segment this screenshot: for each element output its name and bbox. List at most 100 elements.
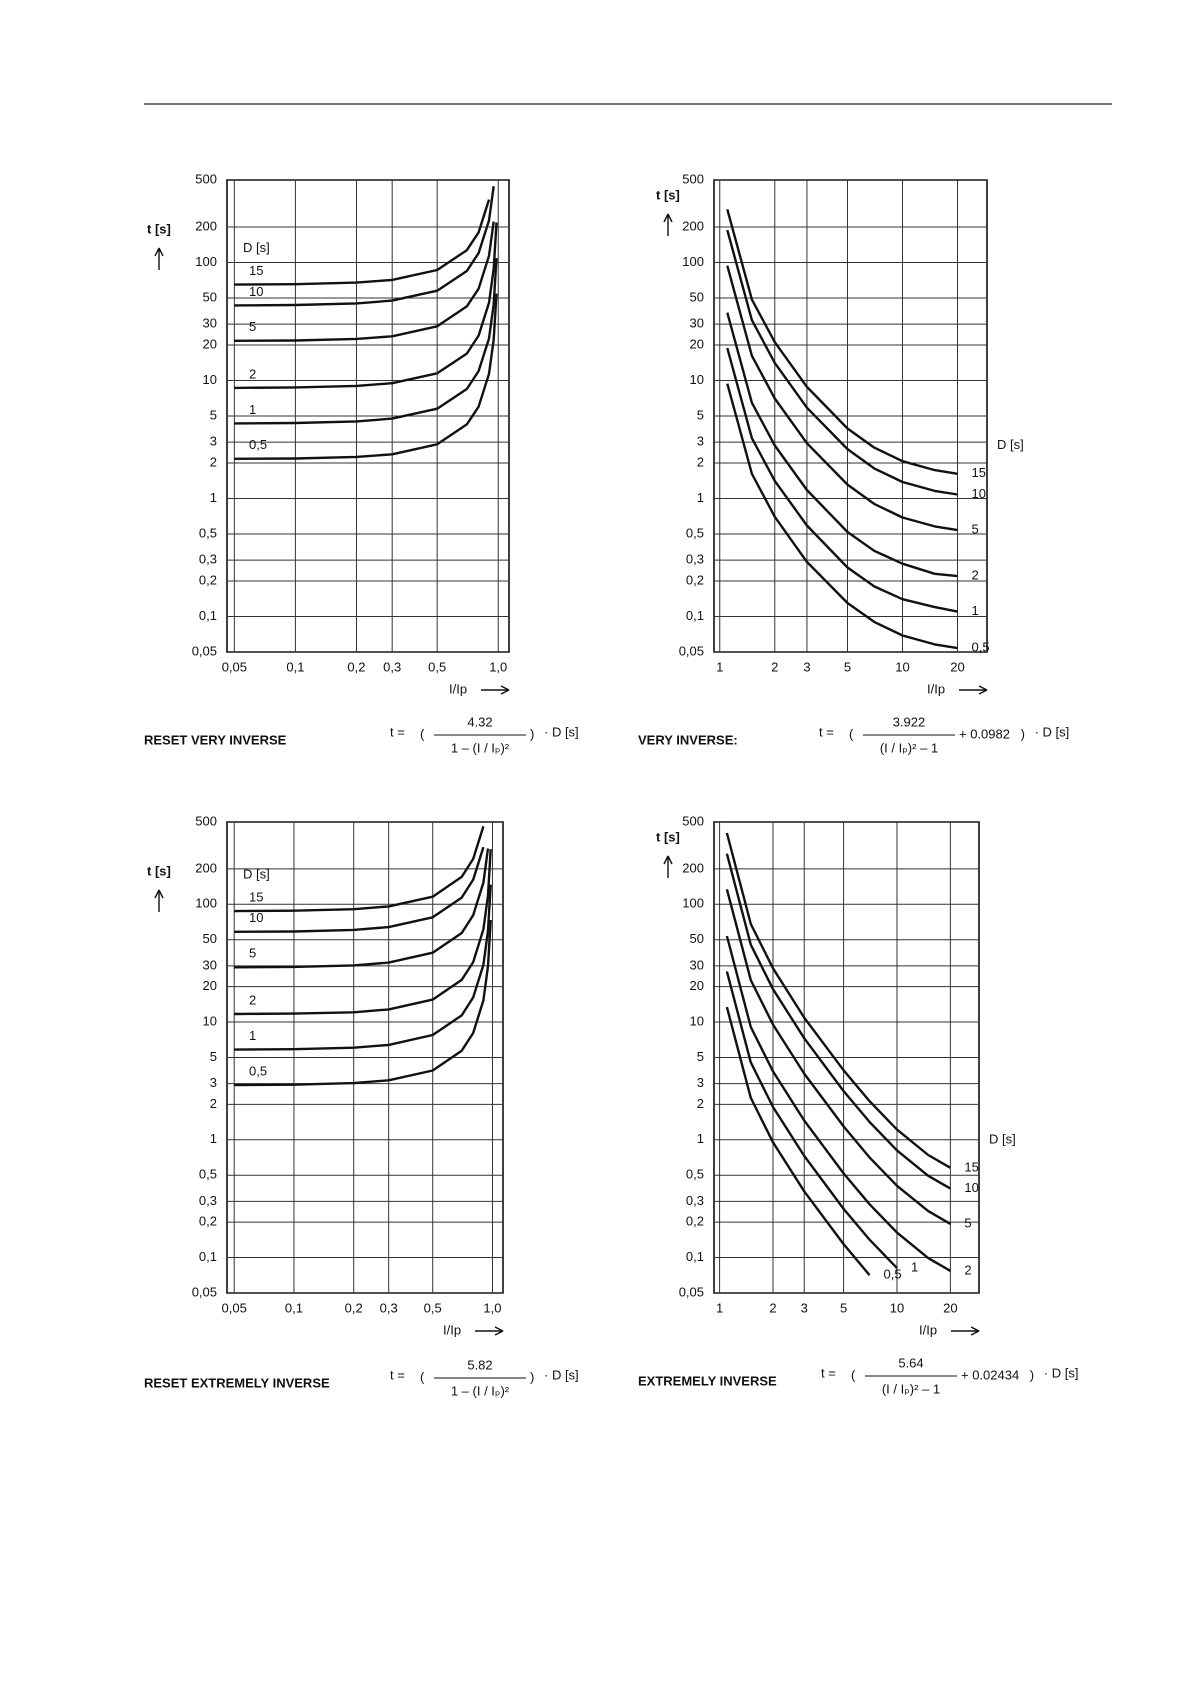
axis-arrow [475,1326,504,1336]
formula-denominator: 1 – (I / Iₚ)² [451,740,510,755]
y-tick-label: 100 [195,254,217,269]
y-tick-label: 0,1 [199,1249,217,1264]
legend-label: 1 [972,603,979,618]
formula-numerator: 4.32 [467,714,492,729]
y-tick-label: 500 [195,171,217,186]
y-tick-label: 0,1 [686,608,704,623]
legend-label: 5 [249,319,256,334]
y-tick-label: 200 [195,218,217,233]
curve [726,229,958,496]
caption: RESET EXTREMELY INVERSE [144,1375,330,1390]
y-tick-label: 500 [195,813,217,828]
x-tick-label: 0,3 [383,659,401,674]
legend-label: 10 [964,1180,978,1195]
y-tick-label: 30 [203,316,217,331]
legend-label: 15 [964,1159,978,1174]
formula-lhs: t = [821,1365,836,1380]
legend-label: 1 [249,1028,256,1043]
y-tick-label: 1 [697,1131,704,1146]
y-axis-label: t [s] [656,829,680,844]
axis-arrow [481,685,510,695]
y-tick-label: 5 [697,407,704,422]
caption: RESET VERY INVERSE [144,732,287,747]
legend-label: 10 [972,486,986,501]
y-tick-label: 1 [210,490,217,505]
y-tick-label: 0,5 [686,1167,704,1182]
x-tick-label: 0,5 [424,1300,442,1315]
curve [725,1006,871,1276]
curve [726,208,958,475]
x-axis-label: I/Ip [443,1322,461,1337]
y-tick-label: 2 [697,454,704,469]
x-tick-label: 0,1 [285,1300,303,1315]
y-tick-label: 50 [203,931,217,946]
formula-paren: ( [420,1369,425,1384]
y-tick-label: 0,5 [199,1167,217,1182]
y-tick-label: 0,05 [192,643,217,658]
legend-label: 5 [972,521,979,536]
formula-paren: ( [420,726,425,741]
legend-title: D [s] [997,437,1024,452]
y-tick-label: 0,05 [192,1284,217,1299]
legend-label: 0,5 [883,1267,901,1282]
curve [234,293,498,460]
legend-label: 0,5 [249,437,267,452]
x-tick-label: 0,1 [286,659,304,674]
y-tick-label: 200 [682,218,704,233]
y-tick-label: 30 [203,957,217,972]
formula-paren: ( [851,1367,856,1382]
formula-paren: ( [849,726,854,741]
y-tick-label: 3 [210,1075,217,1090]
axis-arrow [951,1326,980,1336]
y-tick-label: 10 [203,372,217,387]
formula-lhs: t = [390,724,405,739]
legend-title: D [s] [243,240,270,255]
x-tick-label: 0,3 [380,1300,398,1315]
formula-addend: + 0.02434 [961,1367,1019,1382]
axis-arrow [663,213,673,236]
y-tick-label: 100 [682,254,704,269]
legend-label: 2 [249,366,256,381]
y-tick-label: 100 [195,896,217,911]
y-tick-label: 50 [690,289,704,304]
curve [234,884,492,1051]
y-tick-label: 3 [697,1075,704,1090]
formula-numerator: 3.922 [893,714,926,729]
curve [234,848,490,969]
x-axis-label: I/Ip [927,681,945,696]
x-tick-label: 0,2 [347,659,365,674]
y-tick-label: 3 [210,434,217,449]
curve [234,849,492,1016]
x-tick-label: 0,2 [345,1300,363,1315]
y-tick-label: 500 [682,171,704,186]
y-tick-label: 1 [697,490,704,505]
y-tick-label: 0,2 [686,1214,704,1229]
axis-arrow [959,685,988,695]
x-tick-label: 0,05 [222,1300,247,1315]
curve [725,971,898,1269]
x-tick-label: 20 [950,659,964,674]
legend-label: 1 [249,402,256,417]
y-tick-label: 1 [210,1131,217,1146]
y-tick-label: 30 [690,316,704,331]
legend-label: 15 [249,263,263,278]
y-tick-label: 2 [210,1096,217,1111]
x-tick-label: 3 [801,1300,808,1315]
formula-paren: ) [530,726,534,741]
y-tick-label: 10 [690,1013,704,1028]
axis-arrow [154,247,164,270]
x-tick-label: 10 [890,1300,904,1315]
curve [234,919,492,1087]
caption: VERY INVERSE: [638,732,738,747]
legend-label: 5 [964,1215,971,1230]
x-tick-label: 1,0 [489,659,507,674]
curve [234,846,485,933]
y-tick-label: 50 [690,931,704,946]
x-tick-label: 1 [716,659,723,674]
curve [726,312,958,578]
y-tick-label: 50 [203,289,217,304]
caption: EXTREMELY INVERSE [638,1373,777,1388]
y-axis-label: t [s] [656,187,680,202]
legend-label: 10 [249,284,263,299]
